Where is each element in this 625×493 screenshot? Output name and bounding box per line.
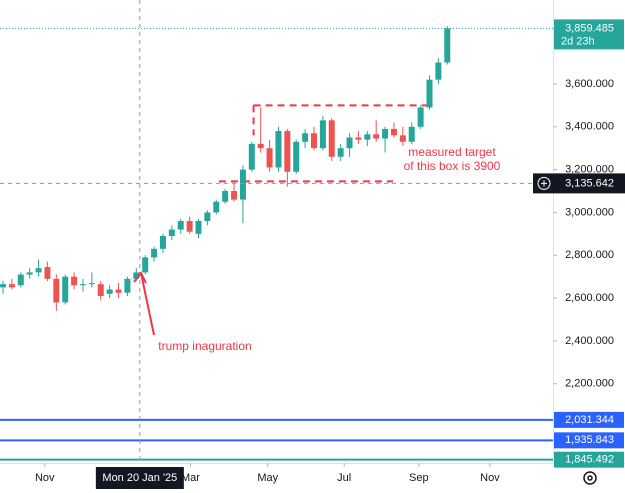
candle-body: [204, 212, 211, 222]
candle-body: [435, 62, 442, 80]
y-tick-label: 3,000.000: [565, 206, 614, 218]
candle-body: [328, 120, 335, 157]
candle-body: [35, 268, 42, 273]
price-badge: [554, 411, 624, 428]
candle-body: [231, 191, 238, 200]
y-tick-label: 2,800.000: [565, 249, 614, 261]
crosshair-price-label: 3,135.642: [565, 177, 614, 189]
candle-body: [319, 120, 326, 149]
candle-body: [97, 284, 104, 296]
candle-body: [284, 131, 291, 172]
add-alert-icon[interactable]: [537, 176, 551, 190]
price-badge-label: 1,935.843: [565, 434, 614, 446]
candle-body: [168, 229, 175, 236]
candle-body: [337, 148, 344, 157]
countdown-label: 2d 23h: [561, 35, 595, 47]
candle-body: [115, 289, 122, 293]
candle-body: [390, 128, 397, 136]
price-badge-label: 2,031.344: [565, 414, 614, 426]
crosshair-price-badge: [533, 173, 625, 194]
candle-body: [195, 221, 202, 234]
plot-area: [0, 26, 553, 461]
annotation: trump inaguration: [158, 339, 251, 353]
candle-body: [62, 276, 69, 303]
candle-body: [248, 143, 255, 170]
last-price-label: 3,859.485: [565, 22, 614, 34]
price-badge-label: 1,845.492: [565, 454, 614, 466]
candle-body: [106, 289, 113, 294]
candle-body: [17, 274, 24, 286]
candle-body: [151, 248, 158, 258]
x-tick-label: May: [257, 472, 278, 484]
x-tick-label: Jul: [337, 472, 351, 484]
settings-gear[interactable]: [583, 471, 597, 485]
crosshair-time-label: Mon 20 Jan '25: [102, 472, 177, 484]
annotation-arrow: [133, 271, 155, 336]
candle-body: [302, 133, 309, 142]
x-tick-label: Mar: [181, 472, 200, 484]
candle-body: [408, 126, 415, 142]
annotation: of this box is 3900: [404, 159, 501, 173]
candle-body: [275, 131, 282, 168]
y-tick-label: 3,600.000: [565, 78, 614, 90]
candle-body: [79, 284, 86, 286]
annotation: measured target: [408, 145, 496, 159]
candle-body: [177, 221, 184, 230]
y-tick-label: 2,400.000: [565, 335, 614, 347]
candle-body: [26, 272, 33, 275]
candle-body: [426, 79, 433, 108]
candle-body: [53, 278, 60, 303]
x-tick-label: Nov: [35, 472, 55, 484]
x-tick-label: Sep: [409, 472, 429, 484]
candle-body: [71, 276, 78, 286]
candle-body: [142, 257, 149, 273]
candle-body: [124, 278, 131, 293]
settings-icon[interactable]: [583, 471, 597, 485]
settings-gear-hub[interactable]: [587, 475, 593, 481]
candle-body: [159, 235, 166, 249]
candle-body: [257, 143, 264, 149]
candle-body: [222, 191, 229, 202]
candle-body: [444, 28, 451, 63]
add-alert-plus: [541, 180, 547, 187]
candle-body: [266, 148, 273, 168]
candle-body: [399, 135, 406, 142]
candle-body: [8, 284, 15, 288]
last-price-badge: [554, 19, 624, 50]
y-tick-label: 2,600.000: [565, 292, 614, 304]
candle-body: [88, 283, 95, 285]
candle-body: [133, 272, 140, 279]
candle-body: [364, 134, 371, 140]
candle-body: [44, 267, 51, 279]
candle-body: [373, 134, 380, 139]
y-tick-label: 3,400.000: [565, 121, 614, 133]
x-tick-label: Nov: [480, 472, 500, 484]
y-tick-label: 2,200.000: [565, 378, 614, 390]
candle-body: [239, 169, 246, 200]
candle-body: [186, 221, 193, 232]
candle-body: [346, 137, 353, 149]
candle-body: [310, 133, 317, 149]
price-badge: [554, 451, 624, 468]
y-tick-label: 3,200.000: [565, 164, 614, 176]
candle-body: [0, 284, 7, 288]
candle-body: [417, 107, 424, 127]
candle-body: [355, 137, 362, 140]
candle-body: [293, 141, 300, 172]
crosshair-time-badge: [95, 467, 184, 489]
candle-body: [213, 201, 220, 213]
price-badge: [554, 432, 624, 449]
candle-body: [382, 128, 389, 139]
